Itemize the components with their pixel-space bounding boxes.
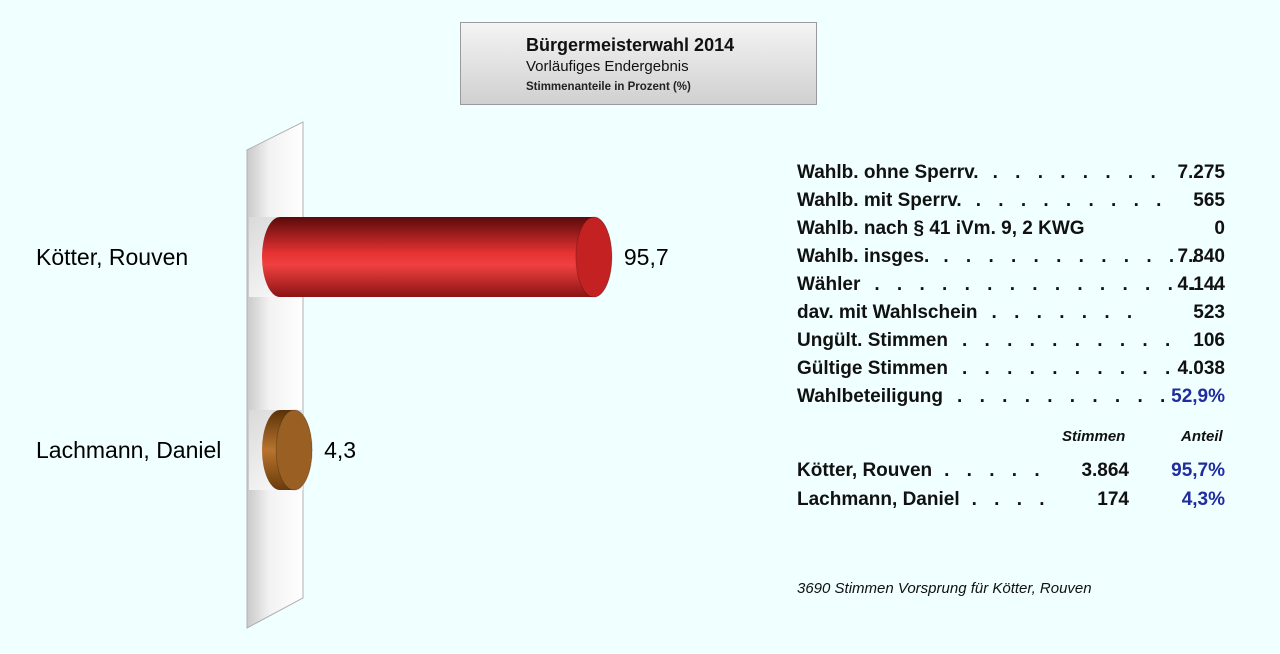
candidate-leader-dots: . . . . . (944, 460, 1046, 481)
stat-value: 4.144 (1177, 274, 1225, 295)
chart-title: Bürgermeisterwahl 2014 (526, 35, 735, 55)
stat-leader-dots: . . . . . . . . . . (961, 330, 1177, 351)
stat-row: Wahlb. nach § 41 iVm. 9, 2 KWG 0 (797, 218, 1227, 244)
stat-value: 4.038 (1177, 358, 1225, 379)
candidate-share: 95,7% (1171, 460, 1225, 481)
stat-leader-dots: . . . . . . . . . . . . (943, 246, 1203, 267)
candidate-name: Kötter, Rouven (797, 460, 933, 481)
bar-chart: Kötter, Rouven 95,7 Lachmann, Daniel 4,3 (36, 121, 669, 629)
stat-row: Wahlb. insges. . . . . . . . . . . . . 7.8… (797, 246, 1227, 272)
category-label: Kötter, Rouven (36, 244, 188, 270)
candidate-votes: 174 (1097, 489, 1129, 510)
candidate-votes: 3.864 (1081, 460, 1129, 481)
chart-title-box: Bürgermeisterwahl 2014 Vorläufiges Ender… (460, 22, 817, 105)
stat-row: Gültige Stimmen . . . . . . . . . . 4.038 (797, 358, 1227, 384)
candidate-result-row: Lachmann, Daniel . . . . 174 4,3% (797, 489, 1227, 515)
stat-row: Wahlb. mit Sperrv. . . . . . . . . . 565 (797, 190, 1227, 216)
chart-wall (246, 121, 304, 629)
stat-label: Wahlbeteiligung (797, 386, 944, 407)
candidate-leader-dots: . . . . (971, 489, 1051, 510)
stat-leader-dots: . . . . . . . . (992, 162, 1162, 183)
stat-row: Ungült. Stimmen . . . . . . . . . . 106 (797, 330, 1227, 356)
stat-label: dav. mit Wahlschein (797, 302, 978, 323)
stat-leader-dots: . . . . . . . . . (975, 190, 1168, 211)
chart-unit-note: Stimmenanteile in Prozent (%) (526, 81, 691, 93)
candidate-name: Lachmann, Daniel (797, 489, 960, 510)
stat-value: 0 (1214, 218, 1225, 239)
share-column-header: Anteil (1181, 428, 1223, 445)
bar-2 (262, 409, 313, 491)
stat-leader-dots: . . . . . . . . . . . . . . . . (874, 274, 1225, 295)
stat-value: 106 (1193, 330, 1225, 351)
stat-label: Wahlb. nach § 41 iVm. 9, 2 KWG (797, 218, 1085, 239)
data-label: 4,3 (324, 437, 356, 463)
stat-value: 7.840 (1177, 246, 1225, 267)
category-label: Lachmann, Daniel (36, 437, 221, 463)
stat-row: Wähler . . . . . . . . . . . . . . . . 4.1… (797, 274, 1227, 300)
stat-label: Ungült. Stimmen (797, 330, 948, 351)
stat-leader-dots: . . . . . . . . . . (957, 386, 1172, 407)
votes-column-header: Stimmen (1062, 428, 1126, 445)
stat-label: Gültige Stimmen (797, 358, 948, 379)
stat-leader-dots: . . . . . . . . . . (961, 358, 1177, 379)
bar-1 (262, 216, 613, 298)
stat-value: 7.275 (1177, 162, 1225, 183)
stat-value: 523 (1193, 302, 1225, 323)
candidate-result-row: Kötter, Rouven . . . . . 3.864 95,7% (797, 460, 1227, 486)
stat-label: Wahlb. ohne Sperrv. (797, 162, 979, 183)
lead-note: 3690 Stimmen Vorsprung für Kötter, Rouve… (797, 580, 1092, 597)
stat-label: Wähler (797, 274, 861, 295)
stat-row: dav. mit Wahlschein . . . . . . . 523 (797, 302, 1227, 328)
stat-value: 52,9% (1171, 386, 1225, 407)
stat-row: Wahlb. ohne Sperrv. . . . . . . . . 7.275 (797, 162, 1227, 188)
stat-label: Wahlb. insges. (797, 246, 930, 267)
stat-value: 565 (1193, 190, 1225, 211)
stat-label: Wahlb. mit Sperrv. (797, 190, 962, 211)
stat-leader-dots: . . . . . . . (991, 302, 1139, 323)
chart-subtitle: Vorläufiges Endergebnis (526, 58, 689, 75)
data-label: 95,7 (624, 244, 669, 270)
candidate-share: 4,3% (1181, 489, 1225, 510)
stat-row: Wahlbeteiligung . . . . . . . . . . 52,9% (797, 386, 1227, 412)
